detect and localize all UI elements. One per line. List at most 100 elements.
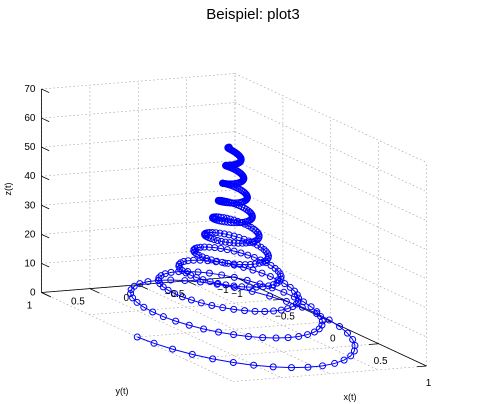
z-tick <box>41 117 50 122</box>
data-point-marker <box>299 298 307 306</box>
data-point-marker <box>230 232 238 240</box>
data-point-marker <box>161 270 169 278</box>
z-tick-label: 50 <box>24 142 36 153</box>
grid-line-floor-x <box>137 321 331 338</box>
data-point-marker <box>159 313 167 321</box>
data-point-marker <box>200 243 208 251</box>
data-point-marker <box>178 267 186 275</box>
grid-line-wall-xz <box>234 102 427 192</box>
data-point-marker <box>178 293 186 301</box>
z-tick <box>41 263 50 268</box>
z-tick <box>41 88 50 93</box>
data-point-marker <box>203 254 211 262</box>
y-tick-label: 1 <box>27 301 33 312</box>
x-tick <box>368 343 379 345</box>
y-tick-label: −0.5 <box>165 289 185 300</box>
data-point-marker <box>217 237 225 245</box>
x-tick <box>416 365 427 368</box>
data-point-marker <box>282 297 290 305</box>
data-point-marker <box>214 279 222 287</box>
z-tick-label: 60 <box>24 113 36 124</box>
data-point-marker <box>172 317 180 325</box>
data-point-marker <box>159 283 167 291</box>
x-tick-label: 1 <box>426 378 432 389</box>
data-point-marker <box>187 296 195 304</box>
data-point-marker <box>181 277 189 285</box>
data-point-marker <box>266 292 274 300</box>
z-tick-label: 0 <box>30 288 36 299</box>
data-point-marker <box>264 250 272 258</box>
data-point-marker <box>294 297 302 305</box>
data-point-marker <box>229 358 237 366</box>
grid-line-side-yz <box>41 131 236 148</box>
data-point-marker <box>258 269 266 277</box>
data-point-marker <box>295 332 303 340</box>
data-point-marker <box>349 335 357 343</box>
data-point-marker <box>197 299 205 307</box>
data-point-marker <box>270 307 278 315</box>
data-point-marker <box>307 303 315 311</box>
data-point-marker <box>254 229 262 237</box>
z-tick-label: 20 <box>24 229 36 240</box>
data-point-marker <box>230 282 238 290</box>
data-point-marker <box>347 352 355 360</box>
data-point-marker <box>223 246 231 254</box>
data-point-marker <box>230 273 238 281</box>
data-point-marker <box>318 321 326 329</box>
data-point-marker <box>249 266 257 274</box>
data-point-marker <box>208 302 216 309</box>
y-tick <box>138 284 148 290</box>
data-point-marker <box>220 230 228 238</box>
data-point-marker <box>244 333 252 341</box>
data-point-marker <box>218 271 226 279</box>
data-point-marker <box>167 276 175 284</box>
data-point-marker <box>210 236 218 244</box>
x-tick-label: −0.5 <box>275 311 295 322</box>
data-point-marker <box>304 331 312 339</box>
data-point-marker <box>257 243 265 251</box>
x-tick-label: 0.5 <box>374 356 388 367</box>
data-point-marker <box>251 307 259 315</box>
data-point-marker <box>237 249 245 257</box>
grid-layer <box>41 73 427 382</box>
data-point-marker <box>127 286 135 294</box>
data-point-marker <box>225 231 233 239</box>
z-axis-label: z(t) <box>3 183 13 196</box>
data-point-marker <box>319 362 327 370</box>
y-tick <box>186 280 197 286</box>
data-point-marker <box>175 268 183 276</box>
data-point-marker <box>313 308 321 316</box>
data-point-marker <box>213 280 221 288</box>
data-point-marker <box>213 237 221 244</box>
data-point-marker <box>325 316 333 324</box>
data-point-marker <box>336 323 344 331</box>
data-point-marker <box>289 303 297 311</box>
grid-line-side-yz <box>41 73 236 90</box>
grid-line-side-yz <box>41 102 236 119</box>
data-point-marker <box>219 304 227 312</box>
y-axis-label: y(t) <box>116 386 129 396</box>
data-point-marker <box>239 218 247 226</box>
data-point-marker <box>198 253 206 261</box>
label-layer: x(t) y(t) z(t) −1−0.500.51−1−0.500.51010… <box>3 84 432 402</box>
data-point-marker <box>127 290 135 298</box>
data-point-marker <box>149 308 157 316</box>
data-point-marker <box>205 243 213 251</box>
data-point-marker <box>261 307 269 315</box>
data-point-marker <box>222 281 230 289</box>
data-point-marker <box>304 363 312 371</box>
data-point-marker <box>133 298 141 306</box>
z-tick-label: 40 <box>24 171 36 182</box>
data-point-marker <box>269 363 277 371</box>
data-point-marker <box>195 251 203 259</box>
data-point-marker <box>221 238 229 246</box>
data-point-marker <box>242 239 250 247</box>
data-point-marker <box>129 294 137 302</box>
data-point-marker <box>171 290 179 298</box>
data-point-marker <box>277 306 285 314</box>
data-point-marker <box>206 278 214 286</box>
data-point-marker <box>223 199 231 207</box>
y-tick-label: 0.5 <box>71 297 85 308</box>
data-point-marker <box>259 334 267 342</box>
